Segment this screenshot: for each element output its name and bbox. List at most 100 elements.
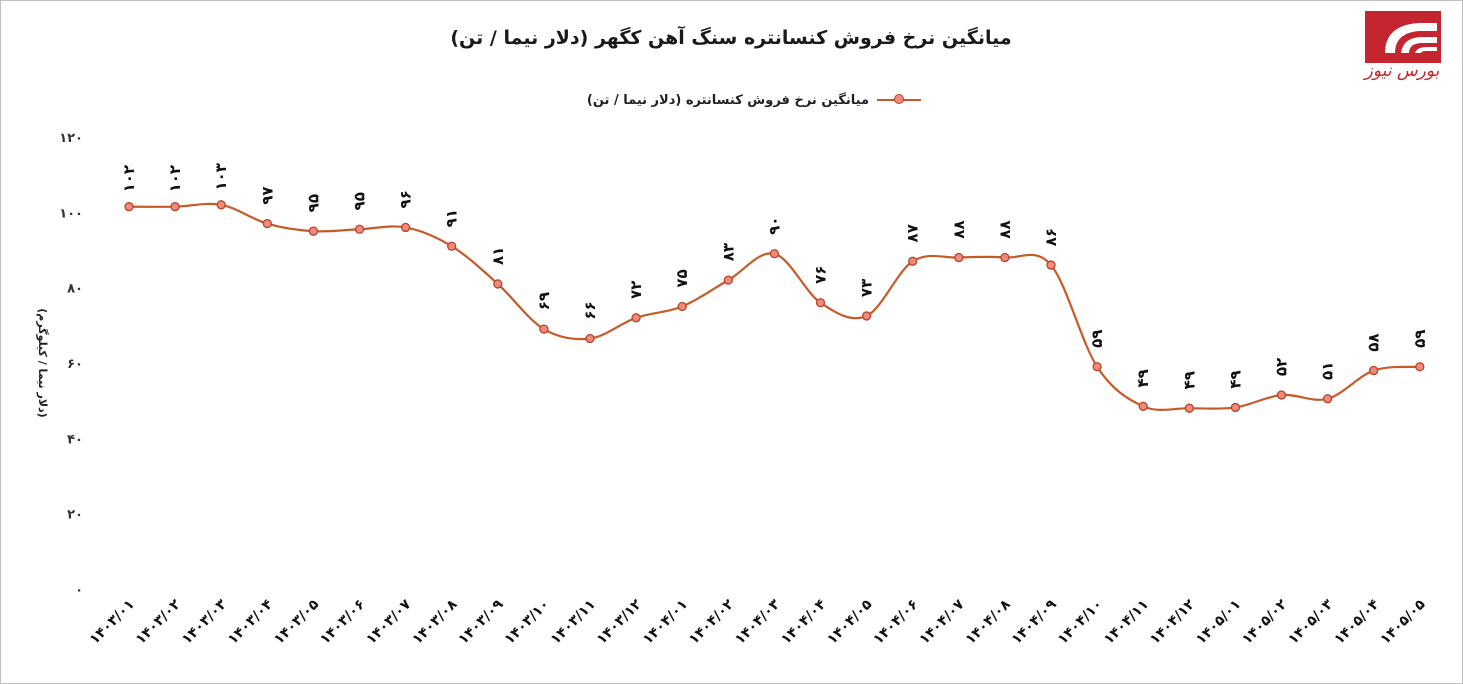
x-tick-label: ۱۴۰۳/۰۱ (87, 597, 138, 648)
data-point (769, 249, 780, 259)
x-tick-label: ۱۴۰۵/۰۱ (1193, 597, 1244, 648)
data-label: ۷۳ (858, 279, 876, 297)
data-points (124, 200, 1425, 413)
x-tick-label: ۱۴۰۳/۰۸ (409, 596, 461, 648)
chart-legend: میانگین نرخ فروش کنسانتره (دلار نیما / ت… (561, 89, 921, 111)
x-tick-label: ۱۴۰۳/۰۷ (363, 596, 415, 648)
x-tick-label: ۱۴۰۴/۰۴ (778, 596, 830, 648)
y-axis-title: (دلار نیما / کیلوگرم) (36, 308, 49, 417)
data-point (308, 226, 319, 236)
data-label: ۹۶ (397, 190, 415, 208)
data-label: ۷۵ (673, 269, 691, 287)
y-axis-title-group: (دلار نیما / کیلوگرم) (36, 308, 49, 417)
data-label: ۵۸ (1365, 333, 1383, 351)
x-tick-label: ۱۴۰۳/۱۲ (594, 596, 646, 648)
data-label: ۷۶ (812, 266, 830, 284)
data-label: ۵۱ (1319, 362, 1337, 380)
data-label: ۵۹ (1411, 330, 1429, 348)
legend-label: میانگین نرخ فروش کنسانتره (دلار نیما / ت… (586, 92, 869, 108)
chart-title: میانگین نرخ فروش کنسانتره سنگ آهن کگهر (… (450, 27, 1012, 49)
data-point (1138, 401, 1148, 411)
logo-text: بورس نیوز (1364, 61, 1440, 81)
x-tick-label: ۱۴۰۳/۰۴ (225, 596, 277, 648)
data-label: ۱۰۲ (120, 165, 138, 192)
data-label: ۴۹ (1226, 370, 1244, 388)
data-point (124, 202, 134, 212)
y-tick-label: ۸۰ (67, 282, 83, 297)
x-tick-label: ۱۴۰۳/۰۶ (317, 597, 368, 648)
data-point (908, 256, 918, 266)
x-tick-label: ۱۴۰۴/۱۲ (1147, 596, 1199, 648)
data-label: ۱۰۳ (212, 163, 230, 190)
data-label: ۸۸ (996, 220, 1014, 238)
x-tick-label: ۱۴۰۵/۰۳ (1285, 596, 1337, 648)
data-point (723, 275, 733, 285)
data-point (954, 252, 964, 263)
data-label: ۹۵ (304, 194, 322, 212)
data-point (1000, 252, 1010, 263)
x-tick-label: ۱۴۰۴/۰۸ (963, 596, 1015, 648)
x-axis-ticks: ۱۴۰۳/۰۱۱۴۰۳/۰۲۱۴۰۳/۰۳۱۴۰۳/۰۴۱۴۰۳/۰۵۱۴۰۳/… (87, 596, 1429, 648)
data-labels: ۱۰۲ ۱۰۲ ۱۰۳ ۹۷ ۹۵ ۹۵ ۹۶ ۹۱ ۸۱ ۶۹ ۶۶ ۷۲ ۷۵ ۸۳ ۹۰ ۷۶ ۷۳ ۸۷ ۸… (120, 163, 1429, 389)
data-label: ۵۲ (1273, 358, 1291, 376)
data-point (585, 333, 595, 344)
y-axis-ticks: ۰ ۲۰ ۴۰ ۶۰ ۸۰ ۱۰۰ ۱۲۰ (59, 131, 83, 598)
legend-line-marker (877, 94, 921, 104)
data-point (216, 200, 226, 210)
x-tick-label: ۱۴۰۴/۰۷ (916, 596, 968, 648)
data-point (631, 313, 641, 323)
y-tick-label: ۲۰ (67, 508, 83, 523)
data-point (1092, 362, 1102, 372)
data-point (493, 279, 503, 289)
x-tick-label: ۱۴۰۴/۰۵ (824, 596, 876, 648)
data-point (815, 298, 826, 308)
data-point (1276, 390, 1287, 400)
x-tick-label: ۱۴۰۵/۰۵ (1377, 596, 1429, 648)
x-tick-label: ۱۴۰۴/۱۱ (1101, 597, 1152, 648)
data-point (170, 202, 180, 212)
data-label: ۸۷ (904, 224, 922, 242)
x-tick-label: ۱۴۰۳/۱۱ (548, 597, 599, 648)
x-tick-label: ۱۴۰۳/۰۳ (179, 596, 231, 648)
data-label: ۹۵ (351, 192, 369, 210)
data-point (262, 218, 272, 229)
data-point (1415, 362, 1425, 372)
bourse-news-logo-icon (1365, 11, 1441, 63)
data-label: ۴۹ (1134, 369, 1152, 387)
x-tick-label: ۱۴۰۵/۰۴ (1331, 596, 1383, 648)
data-label: ۵۹ (1088, 330, 1106, 348)
x-tick-label: ۱۴۰۳/۱۰ (502, 597, 553, 648)
data-label: ۶۹ (535, 292, 553, 310)
data-point (1369, 365, 1379, 376)
y-tick-label: ۱۲۰ (59, 131, 83, 146)
data-point (677, 301, 687, 312)
data-label: ۸۳ (719, 243, 737, 261)
data-point (354, 224, 365, 234)
x-tick-label: ۱۴۰۳/۰۹ (455, 596, 507, 648)
x-tick-label: ۱۴۰۴/۰۹ (1009, 596, 1061, 648)
series-line (128, 202, 1420, 411)
y-tick-label: ۰ (75, 583, 83, 598)
data-point (1230, 402, 1241, 413)
x-tick-label: ۱۴۰۳/۰۵ (271, 596, 323, 648)
x-tick-label: ۱۴۰۴/۰۱ (640, 597, 691, 648)
data-point (861, 311, 872, 321)
data-point (539, 324, 549, 334)
data-label: ۸۸ (950, 220, 968, 238)
data-label: ۹۰ (765, 217, 783, 235)
x-tick-label: ۱۴۰۵/۰۲ (1239, 596, 1291, 648)
data-point (447, 241, 457, 251)
data-point (1184, 403, 1194, 413)
data-point (1322, 394, 1333, 404)
data-label: ۸۱ (489, 247, 507, 265)
x-tick-label: ۱۴۰۳/۰۲ (133, 596, 185, 648)
data-label: ۴۹ (1180, 371, 1198, 389)
x-tick-label: ۱۴۰۴/۱۰ (1055, 597, 1106, 648)
x-tick-label: ۱۴۰۴/۰۳ (732, 596, 784, 648)
data-label: ۹۷ (258, 186, 276, 204)
data-point (1046, 260, 1056, 270)
data-label: ۱۰۲ (166, 165, 184, 192)
y-tick-label: ۱۰۰ (59, 206, 83, 221)
